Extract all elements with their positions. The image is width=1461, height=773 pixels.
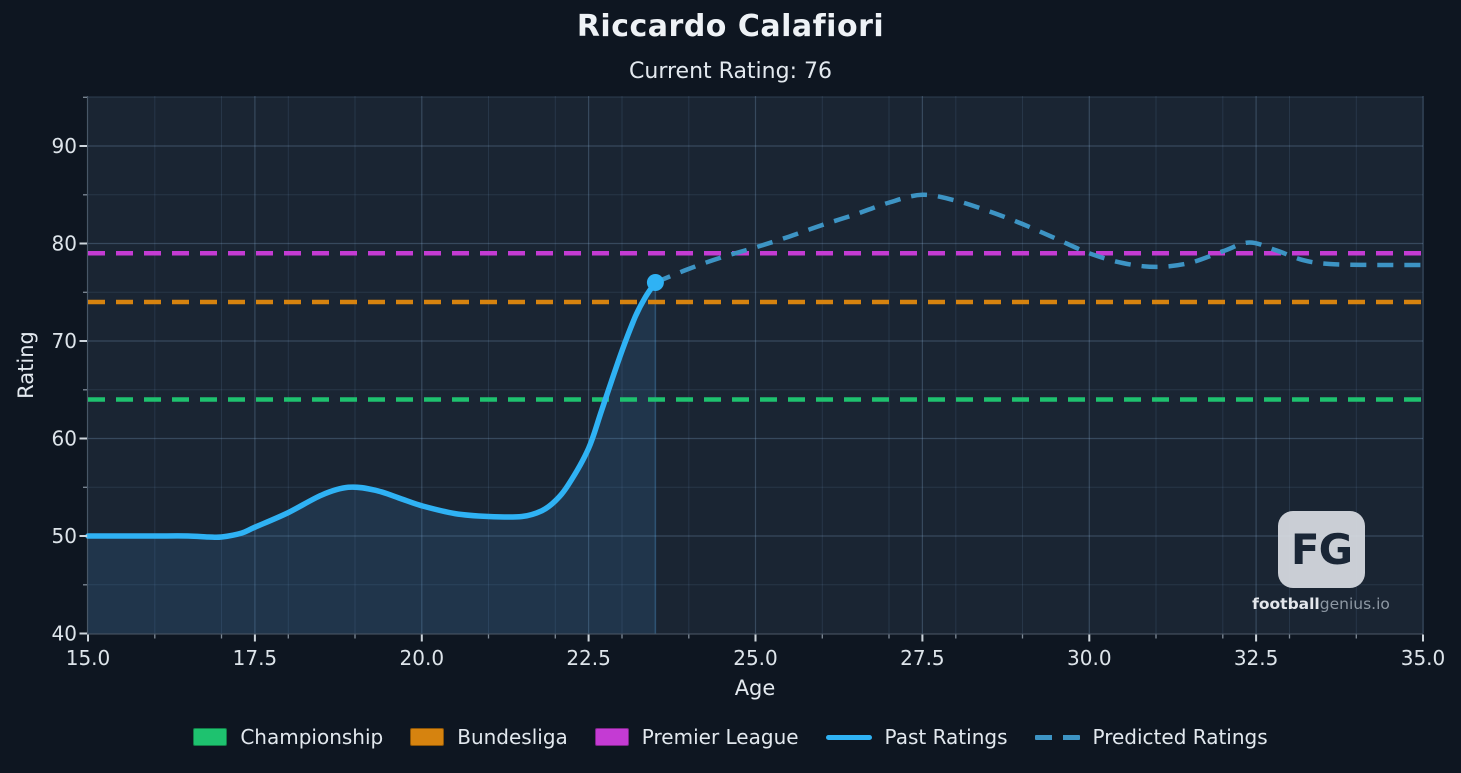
- legend-item-championship: Championship: [193, 725, 383, 749]
- x-tick-label: 30.0: [1067, 646, 1112, 670]
- y-tick-label: 70: [52, 329, 77, 353]
- y-tick-label: 80: [52, 232, 77, 256]
- y-tick-label: 60: [52, 427, 77, 451]
- logo-monogram: FG: [1290, 525, 1353, 574]
- x-tick-label: 25.0: [733, 646, 778, 670]
- x-tick-label: 22.5: [566, 646, 611, 670]
- y-axis-label: Rating: [14, 331, 38, 399]
- chart-subtitle: Current Rating: 76: [629, 59, 832, 84]
- x-tick-label: 17.5: [233, 646, 278, 670]
- chart-legend: Championship Bundesliga Premier League P…: [0, 725, 1461, 749]
- current-rating-marker: [646, 274, 664, 291]
- legend-label: Past Ratings: [884, 725, 1008, 749]
- plot-background: [87, 96, 1424, 634]
- x-tick-label: 15.0: [66, 646, 111, 670]
- y-tick-label: 90: [52, 134, 77, 158]
- legend-label: Premier League: [641, 725, 799, 749]
- x-tick-label: 20.0: [400, 646, 445, 670]
- x-tick-label: 27.5: [900, 646, 945, 670]
- x-tick-label: 35.0: [1401, 646, 1446, 670]
- premier-league-swatch: [594, 728, 629, 746]
- legend-label: Championship: [240, 725, 384, 749]
- legend-label: Bundesliga: [457, 725, 568, 749]
- legend-label: Predicted Ratings: [1092, 725, 1268, 749]
- chart-title: Riccardo Calafiori: [576, 9, 885, 44]
- predicted-ratings-line-swatch: [1034, 734, 1080, 740]
- brand-light-text: genius.io: [1319, 595, 1390, 613]
- championship-swatch: [193, 728, 228, 746]
- footballgenius-brand: footballgenius.io: [1252, 595, 1390, 613]
- legend-item-past-ratings: Past Ratings: [825, 725, 1008, 749]
- past-ratings-area-fill: [88, 282, 656, 634]
- past-ratings-line-swatch: [825, 734, 872, 740]
- x-tick-label: 32.5: [1234, 646, 1279, 670]
- bundesliga-swatch: [410, 728, 445, 746]
- predicted-ratings-line: [654, 192, 1424, 285]
- brand-bold-text: football: [1252, 595, 1320, 613]
- legend-item-predicted-ratings: Predicted Ratings: [1034, 725, 1268, 749]
- legend-item-premier-league: Premier League: [594, 725, 799, 749]
- y-tick-label: 40: [52, 622, 77, 646]
- past-ratings-line: [85, 279, 659, 541]
- x-axis-label: Age: [734, 676, 776, 700]
- y-tick-label: 50: [52, 524, 77, 548]
- legend-item-bundesliga: Bundesliga: [410, 725, 568, 749]
- footballgenius-logo: FG: [1278, 511, 1365, 588]
